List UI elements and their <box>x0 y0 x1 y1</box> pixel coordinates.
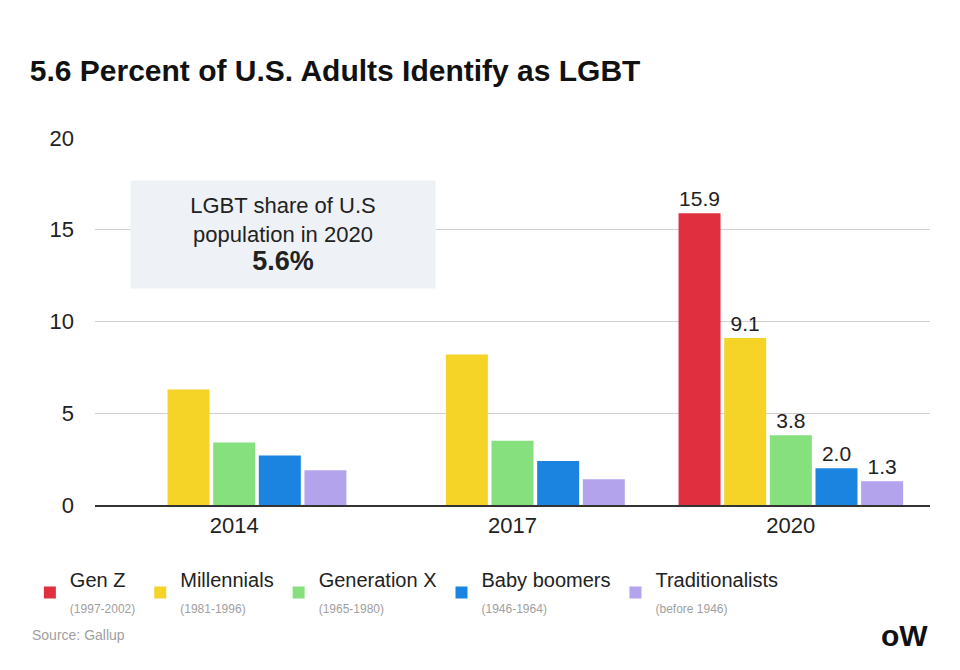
svg-text:oW: oW <box>881 619 928 652</box>
svg-text:Millennials(1981-1996): Millennials(1981-1996) <box>180 569 273 616</box>
svg-text:15: 15 <box>50 217 74 242</box>
svg-text:2017: 2017 <box>488 513 537 538</box>
svg-text:Traditionalists(before 1946): Traditionalists(before 1946) <box>655 569 778 616</box>
svg-text:2020: 2020 <box>766 513 815 538</box>
svg-text:Gen Z(1997-2002): Gen Z(1997-2002) <box>70 569 135 616</box>
svg-text:2.0: 2.0 <box>822 442 851 465</box>
svg-text:9.1: 9.1 <box>731 312 760 335</box>
svg-text:LGBT share of U.Spopulation in: LGBT share of U.Spopulation in 20205.6% <box>190 193 375 276</box>
svg-text:3.8: 3.8 <box>776 409 805 432</box>
svg-text:1.3: 1.3 <box>868 455 897 478</box>
svg-text:0: 0 <box>62 493 74 518</box>
svg-text:5: 5 <box>62 401 74 426</box>
svg-text:5.6 Percent of U.S. Adults Ide: 5.6 Percent of U.S. Adults Identify as L… <box>30 54 641 87</box>
svg-text:Generation X(1965-1980): Generation X(1965-1980) <box>319 569 437 616</box>
svg-text:20: 20 <box>50 126 74 151</box>
svg-text:Source: Gallup: Source: Gallup <box>32 627 125 643</box>
svg-text:2014: 2014 <box>210 513 259 538</box>
svg-text:Baby boomers(1946-1964): Baby boomers(1946-1964) <box>481 569 610 616</box>
svg-text:10: 10 <box>50 309 74 334</box>
svg-text:15.9: 15.9 <box>679 187 720 210</box>
